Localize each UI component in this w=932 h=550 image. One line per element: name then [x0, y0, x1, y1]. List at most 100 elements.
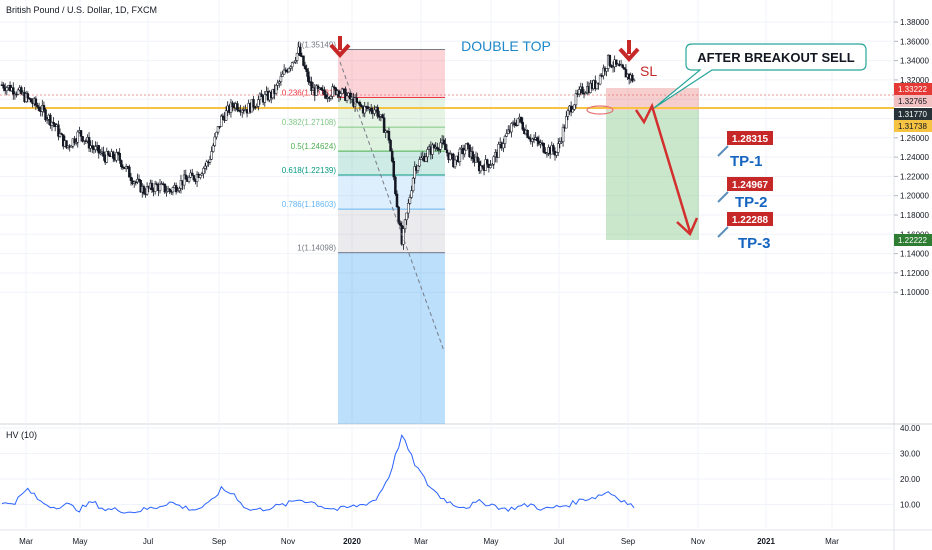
candle-body	[536, 137, 539, 142]
candle-body	[407, 203, 410, 214]
fib-extension-zone	[338, 252, 445, 424]
price-tick-label: 1.10000	[900, 288, 929, 297]
candle-body	[195, 173, 199, 182]
candle-body	[458, 148, 462, 162]
candle-body	[12, 87, 15, 95]
candle-body	[139, 180, 142, 193]
price-tick-label: 1.12000	[900, 269, 929, 278]
projection-arrow[interactable]	[634, 102, 692, 233]
price-badge-label: 1.33222	[898, 85, 927, 94]
candle-body	[426, 149, 429, 158]
candle-body	[463, 149, 466, 155]
fib-level-label: 0.382(1.27108)	[282, 118, 337, 127]
candle-body	[492, 156, 495, 165]
candle-body	[278, 81, 281, 84]
time-tick-label: Jul	[143, 537, 153, 546]
candle-body	[260, 93, 263, 97]
fib-level-label: 1(1.14098)	[297, 244, 336, 253]
candle-body	[503, 136, 507, 144]
price-tick-label: 1.20000	[900, 192, 929, 201]
candle-body	[339, 93, 342, 97]
candle-body	[432, 144, 436, 149]
candle-body	[411, 177, 415, 191]
price-tick-label: 1.22000	[900, 172, 929, 181]
candle-body	[418, 159, 421, 167]
candle-body	[263, 94, 267, 103]
candle-body	[199, 174, 202, 178]
candle-body	[395, 193, 399, 208]
price-tick-label: 1.34000	[900, 57, 929, 66]
candle-body	[116, 152, 120, 154]
candle-body	[392, 160, 396, 178]
candle-body	[624, 69, 628, 78]
candle-body	[397, 206, 400, 224]
tp3-marker[interactable]: 1.22288 TP-3	[717, 212, 773, 252]
candle-body	[252, 99, 255, 108]
candle-body	[295, 52, 299, 61]
candle-body	[257, 99, 260, 107]
candle-body	[481, 165, 484, 168]
candle-body	[560, 141, 563, 143]
hv-tick-label: 30.00	[900, 450, 921, 459]
candle-body	[210, 151, 213, 160]
candle-body	[205, 161, 209, 167]
candle-body	[216, 126, 220, 133]
candle-body	[137, 178, 141, 181]
candle-body	[94, 146, 97, 150]
sell-callout[interactable]: AFTER BREAKOUT SELL	[653, 43, 867, 109]
price-axis[interactable]: 1.380001.360001.340001.320001.300001.280…	[894, 18, 932, 297]
candle-body	[340, 88, 344, 94]
candle-body	[5, 87, 9, 92]
time-axis[interactable]: Mar May Jul Sep Nov 2020 Mar May Jul Sep Nov 2021 Ma…	[19, 537, 839, 546]
candle-body	[36, 105, 39, 108]
candle-body	[329, 96, 333, 99]
candle-body	[150, 182, 154, 191]
candle-body	[97, 145, 100, 154]
tp1-marker[interactable]: 1.28315 TP-1	[717, 131, 773, 170]
candle-body	[70, 145, 73, 148]
candle-body	[302, 55, 305, 66]
candle-body	[484, 159, 487, 171]
candle-body	[556, 143, 560, 153]
fib-level-label: 0(1.35149)	[297, 41, 336, 50]
candle-body	[310, 81, 313, 91]
tp2-marker[interactable]: 1.24967 TP-2	[717, 177, 773, 211]
price-tick-label: 1.32000	[900, 76, 929, 85]
hv-tick-label: 10.00	[900, 501, 921, 510]
candle-body	[29, 98, 33, 103]
candle-body	[153, 183, 157, 192]
candle-body	[176, 190, 179, 193]
candle-body	[610, 65, 613, 68]
candle-body	[292, 61, 296, 64]
price-badge	[894, 83, 932, 95]
price-badge-label: 1.31738	[898, 122, 927, 131]
take-profit-zone[interactable]	[606, 110, 699, 240]
candle-body	[184, 174, 188, 180]
stop-loss-label[interactable]: SL	[640, 63, 657, 79]
candle-body	[111, 151, 115, 159]
candle-body	[526, 130, 529, 138]
candle-body	[378, 116, 381, 118]
candle-body	[115, 152, 118, 161]
candle-body	[366, 106, 370, 110]
candle-body	[490, 164, 494, 166]
indicator-title[interactable]: HV (10)	[6, 430, 37, 440]
candle-body	[187, 177, 191, 182]
candle-body	[211, 145, 215, 152]
candle-body	[348, 92, 352, 100]
candle-body	[49, 114, 52, 126]
candle-body	[58, 133, 62, 137]
candle-body	[566, 110, 570, 117]
candle-body	[118, 153, 121, 161]
fib-level-label: 0.618(1.22139)	[282, 166, 337, 175]
fib-zone	[338, 175, 445, 210]
candle-body	[519, 116, 523, 123]
candle-body	[274, 85, 278, 94]
fib-retracement[interactable]: 0(1.35149) 0.236(1.30181) 0.382(1.27108) 0.…	[282, 41, 445, 424]
candle-body	[331, 86, 334, 97]
candle-body	[442, 139, 446, 145]
symbol-title[interactable]: British Pound / U.S. Dollar, 1D, FXCM	[6, 5, 157, 15]
candle-body	[81, 136, 84, 142]
pattern-label[interactable]: DOUBLE TOP	[461, 38, 551, 54]
